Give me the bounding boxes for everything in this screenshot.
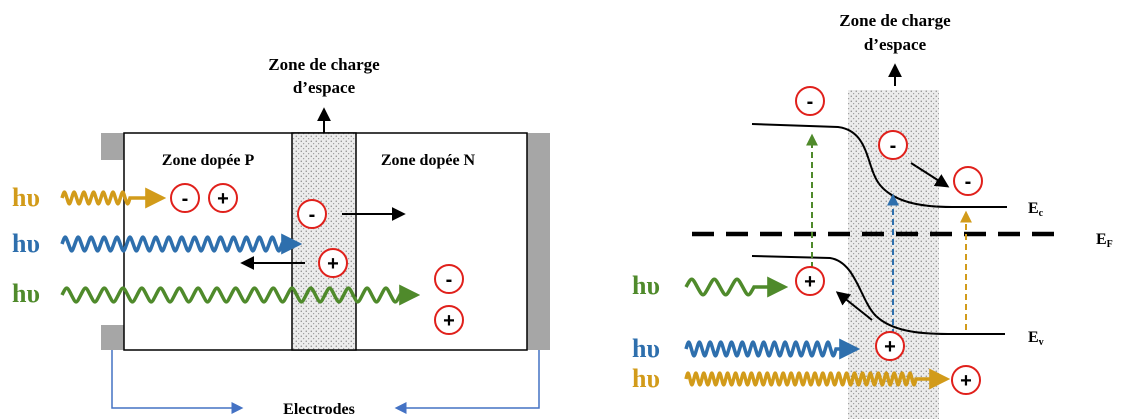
plus-sign: +: [804, 271, 816, 293]
photon-label-blue-left: hυ: [12, 229, 40, 258]
electron-band-gold: -: [953, 166, 983, 196]
electrodes-label: Electrodes: [283, 401, 355, 418]
hole-junction: +: [318, 248, 348, 278]
plus-sign: +: [217, 188, 229, 210]
minus-sign: -: [965, 171, 972, 193]
region-p-label: Zone dopée P: [162, 152, 255, 169]
photon-label-green-right: hυ: [632, 271, 660, 300]
hole-band-gold: +: [951, 365, 981, 395]
ec-label: Ec: [1028, 200, 1044, 219]
photon-wave-gold-left: [60, 187, 167, 209]
right-electrode: [527, 133, 550, 350]
ef-label-sub: F: [1107, 239, 1113, 250]
hole-band-blue: +: [875, 331, 905, 361]
left-panel: Zone de charge d’espace Zone dopée P Zon…: [12, 55, 550, 418]
left-electrode-bottom: [101, 325, 124, 350]
ec-label-sub: c: [1039, 208, 1044, 219]
left-electrode-top: [101, 133, 124, 160]
electron-junction: -: [297, 199, 327, 229]
space-charge-zone: [291, 132, 357, 351]
conduction-band: [751, 123, 1007, 208]
plus-sign: +: [884, 336, 896, 358]
ec-label-main: E: [1028, 200, 1039, 217]
right-zone-title-line2: d’espace: [864, 35, 927, 54]
right-panel: Zone de charge d’espace Ec EF Ev - - -: [632, 11, 1113, 419]
hole-gold-left: +: [208, 183, 238, 213]
plus-sign: +: [960, 370, 972, 392]
hole-band-green: +: [795, 266, 825, 296]
minus-sign: -: [182, 188, 189, 210]
photon-label-green-left: hυ: [12, 279, 40, 308]
hole-relax-arrow: [835, 291, 873, 321]
ef-label-main: E: [1096, 231, 1107, 248]
photon-label-blue-right: hυ: [632, 334, 660, 363]
ev-label: Ev: [1028, 329, 1044, 348]
photon-label-gold-right: hυ: [632, 364, 660, 393]
minus-sign: -: [807, 91, 814, 113]
photon-wave-blue-right: [684, 338, 861, 360]
photon-label-gold-left: hυ: [12, 183, 40, 212]
minus-sign: -: [890, 135, 897, 157]
ef-label: EF: [1096, 231, 1113, 250]
electron-green-left: -: [434, 264, 464, 294]
ev-label-main: E: [1028, 329, 1039, 346]
photon-wave-green-right: [684, 276, 789, 298]
electron-gold-left: -: [170, 183, 200, 213]
electrode-link-right: [394, 350, 540, 414]
photon-wave-green-left: [60, 284, 421, 306]
photon-wave-gold-right: [684, 368, 951, 390]
plus-sign: +: [327, 253, 339, 275]
right-zone-title-line1: Zone de charge: [839, 11, 951, 30]
left-zone-title-line1: Zone de charge: [268, 55, 380, 74]
left-zone-title-line2: d’espace: [293, 78, 356, 97]
hole-green-left: +: [434, 305, 464, 335]
ev-label-sub: v: [1039, 337, 1044, 348]
minus-sign: -: [309, 204, 316, 226]
electrode-link-left: [111, 350, 244, 414]
plus-sign: +: [443, 310, 455, 332]
electron-band-blue: -: [878, 130, 908, 160]
electron-band-green: -: [795, 86, 825, 116]
photon-wave-blue-left: [60, 233, 303, 255]
valence-band: [751, 255, 1005, 335]
minus-sign: -: [446, 269, 453, 291]
electron-relax-arrow: [910, 162, 950, 188]
region-n-label: Zone dopée N: [381, 152, 476, 169]
